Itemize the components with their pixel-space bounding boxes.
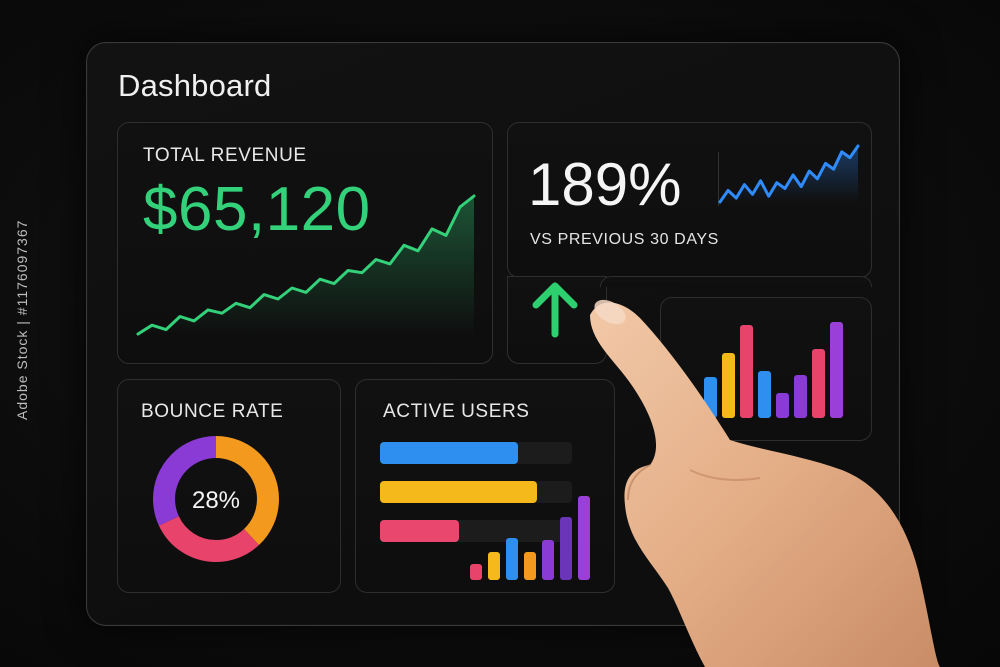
arrow-up-icon <box>532 282 578 338</box>
bounce-rate-label: BOUNCE RATE <box>141 401 284 422</box>
growth-divider <box>718 152 719 206</box>
donut-segment-1 <box>153 436 279 562</box>
active-users-label: ACTIVE USERS <box>383 401 530 422</box>
active-users-bar-1 <box>380 481 538 503</box>
column-4 <box>776 392 789 418</box>
total-revenue-value: $65,120 <box>143 175 371 244</box>
column-0 <box>470 564 482 580</box>
total-revenue-sparkline <box>136 194 476 336</box>
active-users-bar-0 <box>380 442 519 464</box>
donut-segment-2 <box>153 436 279 562</box>
active-users-bars <box>380 442 572 542</box>
column-2 <box>740 324 753 418</box>
column-7 <box>830 321 843 418</box>
column-3 <box>524 551 536 580</box>
total-revenue-label: TOTAL REVENUE <box>143 145 307 166</box>
column-3 <box>758 370 771 418</box>
page-title: Dashboard <box>118 68 272 103</box>
column-6 <box>812 349 825 418</box>
growth-sparkline <box>718 144 860 204</box>
column-chart <box>704 320 854 418</box>
active-users-bar-2 <box>380 520 459 542</box>
bounce-rate-value: 28% <box>191 487 241 514</box>
column-5 <box>560 516 572 580</box>
active-users-columns <box>470 492 600 580</box>
column-1 <box>722 353 735 418</box>
growth-comparison-label: VS PREVIOUS 30 DAYS <box>530 231 719 248</box>
bounce-rate-donut <box>153 436 279 562</box>
sparkline-area <box>138 196 474 334</box>
column-2 <box>506 537 518 580</box>
column-1 <box>488 551 500 580</box>
column-6 <box>578 496 590 580</box>
sparkline-area <box>720 146 858 202</box>
column-5 <box>794 374 807 418</box>
growth-percentage: 189% <box>528 151 682 218</box>
sparkline-line <box>136 194 476 336</box>
stock-image-id: Adobe Stock | #1176097367 <box>14 219 30 420</box>
sparkline-line <box>718 144 860 204</box>
column-4 <box>542 540 554 580</box>
